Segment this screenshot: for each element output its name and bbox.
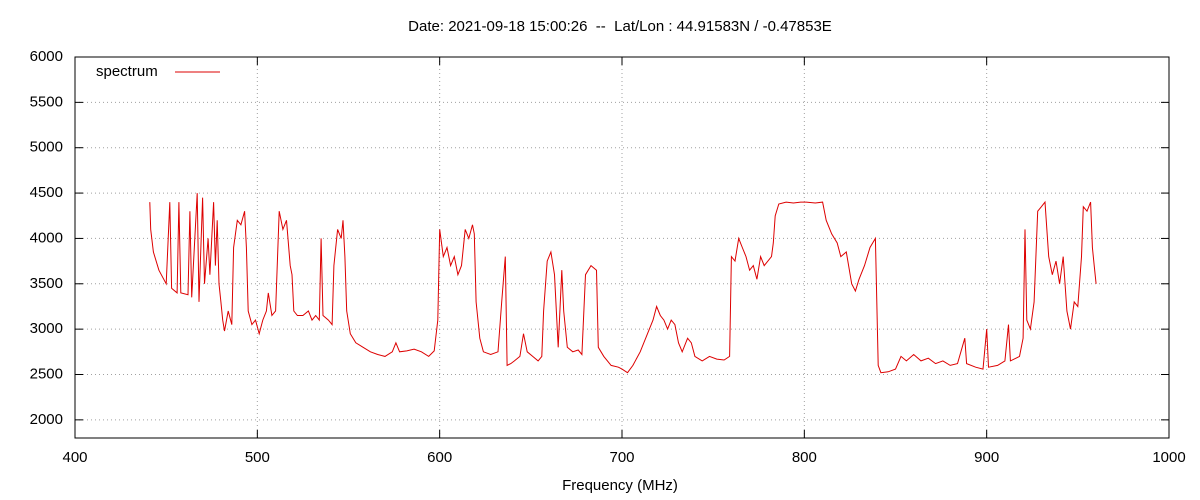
x-tick-label: 600 (427, 449, 452, 466)
y-tick-label: 4000 (30, 229, 63, 246)
y-tick-label: 2500 (30, 365, 63, 382)
y-tick-label: 6000 (30, 48, 63, 65)
x-tick-label: 900 (974, 449, 999, 466)
y-tick-label: 2000 (30, 411, 63, 428)
y-tick-label: 5500 (30, 93, 63, 110)
y-tick-label: 5000 (30, 139, 63, 156)
x-tick-label: 700 (609, 449, 634, 466)
plot-border (74, 56, 1170, 439)
y-tick-label: 4500 (30, 184, 63, 201)
chart-title: Date: 2021-09-18 15:00:26 -- Lat/Lon : 4… (408, 18, 832, 35)
x-tick-label: 400 (62, 449, 87, 466)
x-axis-label: Frequency (MHz) (562, 477, 678, 494)
x-tick-label: 500 (245, 449, 270, 466)
y-tick-label: 3000 (30, 320, 63, 337)
x-tick-label: 1000 (1152, 449, 1185, 466)
x-tick-label: 800 (792, 449, 817, 466)
legend-label: spectrum (96, 63, 158, 80)
y-tick-label: 3500 (30, 275, 63, 292)
spectrum-line (149, 193, 1097, 374)
